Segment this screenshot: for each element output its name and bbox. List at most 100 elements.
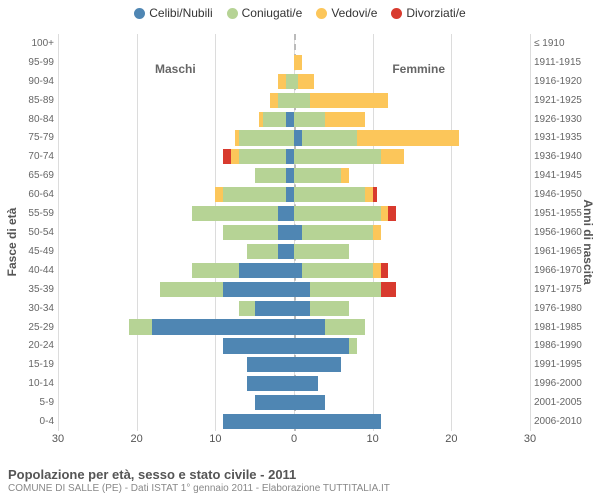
female-bar bbox=[294, 263, 530, 278]
chart-subtitle: COMUNE DI SALLE (PE) - Dati ISTAT 1° gen… bbox=[8, 483, 592, 494]
age-label: 60-64 bbox=[14, 189, 54, 200]
male-bar bbox=[58, 168, 294, 183]
female-bar bbox=[294, 282, 530, 297]
male-bar bbox=[58, 414, 294, 429]
birth-label: 1996-2000 bbox=[534, 378, 590, 389]
bar-segment bbox=[255, 168, 286, 183]
x-tick: 30 bbox=[524, 433, 536, 445]
x-axis: 3020100102030 bbox=[58, 433, 530, 449]
birth-label: 1936-1940 bbox=[534, 151, 590, 162]
male-bar bbox=[58, 244, 294, 259]
birth-label: 1921-1925 bbox=[534, 95, 590, 106]
footer: Popolazione per età, sesso e stato civil… bbox=[8, 467, 592, 494]
bar-segment bbox=[349, 338, 357, 353]
birth-label: 2006-2010 bbox=[534, 416, 590, 427]
age-row: 5-92001-2005 bbox=[58, 393, 530, 412]
birth-label: 1961-1965 bbox=[534, 246, 590, 257]
bar-segment bbox=[239, 149, 286, 164]
x-tick: 20 bbox=[445, 433, 457, 445]
bar-segment bbox=[294, 55, 302, 70]
bar-segment bbox=[294, 357, 341, 372]
bar-segment bbox=[215, 187, 223, 202]
bar-segment bbox=[239, 301, 255, 316]
bar-segment bbox=[294, 93, 310, 108]
age-label: 75-79 bbox=[14, 132, 54, 143]
bar-segment bbox=[152, 319, 294, 334]
bar-segment bbox=[247, 357, 294, 372]
age-label: 90-94 bbox=[14, 76, 54, 87]
bar-segment bbox=[357, 130, 459, 145]
female-bar bbox=[294, 225, 530, 240]
bar-segment bbox=[302, 263, 373, 278]
male-bar bbox=[58, 206, 294, 221]
age-row: 75-791931-1935 bbox=[58, 129, 530, 148]
male-bar bbox=[58, 338, 294, 353]
age-row: 20-241986-1990 bbox=[58, 337, 530, 356]
bar-segment bbox=[302, 130, 357, 145]
male-bar bbox=[58, 225, 294, 240]
bar-segment bbox=[278, 225, 294, 240]
female-bar bbox=[294, 112, 530, 127]
bar-segment bbox=[294, 263, 302, 278]
age-label: 55-59 bbox=[14, 208, 54, 219]
bar-segment bbox=[286, 168, 294, 183]
birth-label: 1956-1960 bbox=[534, 227, 590, 238]
female-bar bbox=[294, 376, 530, 391]
age-label: 85-89 bbox=[14, 95, 54, 106]
birth-label: 1946-1950 bbox=[534, 189, 590, 200]
female-bar bbox=[294, 187, 530, 202]
bar-segment bbox=[294, 338, 349, 353]
birth-label: 1951-1955 bbox=[534, 208, 590, 219]
female-bar bbox=[294, 206, 530, 221]
legend-dot bbox=[316, 8, 327, 19]
bar-segment bbox=[247, 244, 278, 259]
population-pyramid: Maschi Femmine Fasce di età Anni di nasc… bbox=[0, 34, 600, 449]
legend-label: Divorziati/e bbox=[406, 6, 465, 20]
male-bar bbox=[58, 263, 294, 278]
male-bar bbox=[58, 282, 294, 297]
bar-segment bbox=[294, 301, 310, 316]
female-bar bbox=[294, 130, 530, 145]
male-bar bbox=[58, 319, 294, 334]
bar-segment bbox=[255, 301, 294, 316]
age-label: 35-39 bbox=[14, 284, 54, 295]
age-row: 40-441966-1970 bbox=[58, 261, 530, 280]
bar-segment bbox=[294, 112, 325, 127]
bar-segment bbox=[298, 74, 314, 89]
male-bar bbox=[58, 36, 294, 51]
y-right-title: Anni di nascita bbox=[581, 192, 595, 292]
age-row: 100+≤ 1910 bbox=[58, 34, 530, 53]
bar-segment bbox=[294, 376, 318, 391]
birth-label: 1971-1975 bbox=[534, 284, 590, 295]
x-tick: 10 bbox=[367, 433, 379, 445]
age-row: 65-691941-1945 bbox=[58, 166, 530, 185]
bar-segment bbox=[160, 282, 223, 297]
legend-item: Divorziati/e bbox=[391, 6, 465, 20]
male-bar bbox=[58, 357, 294, 372]
age-label: 5-9 bbox=[14, 397, 54, 408]
legend-dot bbox=[391, 8, 402, 19]
female-bar bbox=[294, 168, 530, 183]
age-label: 50-54 bbox=[14, 227, 54, 238]
bar-segment bbox=[365, 187, 373, 202]
bar-segment bbox=[294, 225, 302, 240]
age-label: 100+ bbox=[14, 38, 54, 49]
legend-label: Coniugati/e bbox=[242, 6, 303, 20]
age-row: 60-641946-1950 bbox=[58, 185, 530, 204]
bar-segment bbox=[381, 149, 405, 164]
legend-dot bbox=[134, 8, 145, 19]
bar-segment bbox=[263, 112, 287, 127]
female-bar bbox=[294, 74, 530, 89]
age-row: 95-991911-1915 bbox=[58, 53, 530, 72]
age-row: 55-591951-1955 bbox=[58, 204, 530, 223]
bar-segment bbox=[341, 168, 349, 183]
age-row: 10-141996-2000 bbox=[58, 374, 530, 393]
birth-label: ≤ 1910 bbox=[534, 38, 590, 49]
age-row: 70-741936-1940 bbox=[58, 147, 530, 166]
birth-label: 2001-2005 bbox=[534, 397, 590, 408]
bar-segment bbox=[223, 338, 294, 353]
birth-label: 1916-1920 bbox=[534, 76, 590, 87]
bar-segment bbox=[294, 168, 341, 183]
bar-segment bbox=[231, 149, 239, 164]
female-bar bbox=[294, 319, 530, 334]
